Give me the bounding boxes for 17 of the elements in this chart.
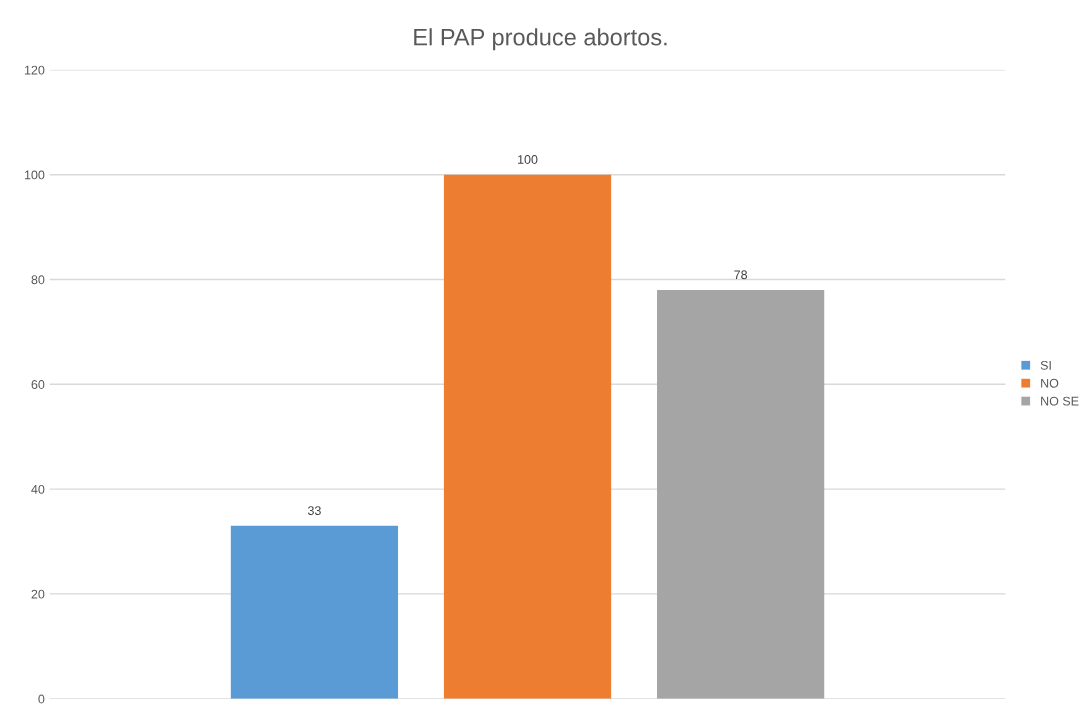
chart-title: El PAP produce abortos. xyxy=(414,28,667,51)
legend-label: NO xyxy=(1041,378,1059,388)
data-label: 33 xyxy=(307,506,321,515)
y-tick-label: 0 xyxy=(38,694,45,704)
bar xyxy=(657,289,825,699)
legend-label: NO SE xyxy=(1041,396,1079,406)
y-tick-label: 80 xyxy=(31,275,45,285)
data-label: 100 xyxy=(518,155,538,164)
y-tick-label: 40 xyxy=(31,484,45,494)
y-tick-label: 100 xyxy=(24,170,45,180)
bar xyxy=(443,174,612,699)
y-tick-label: 60 xyxy=(31,380,45,389)
legend-label: SI xyxy=(1040,360,1051,370)
data-label: 78 xyxy=(734,270,748,280)
y-tick-label: 20 xyxy=(31,589,45,599)
bar xyxy=(230,525,399,699)
y-tick-label: 120 xyxy=(24,65,45,75)
